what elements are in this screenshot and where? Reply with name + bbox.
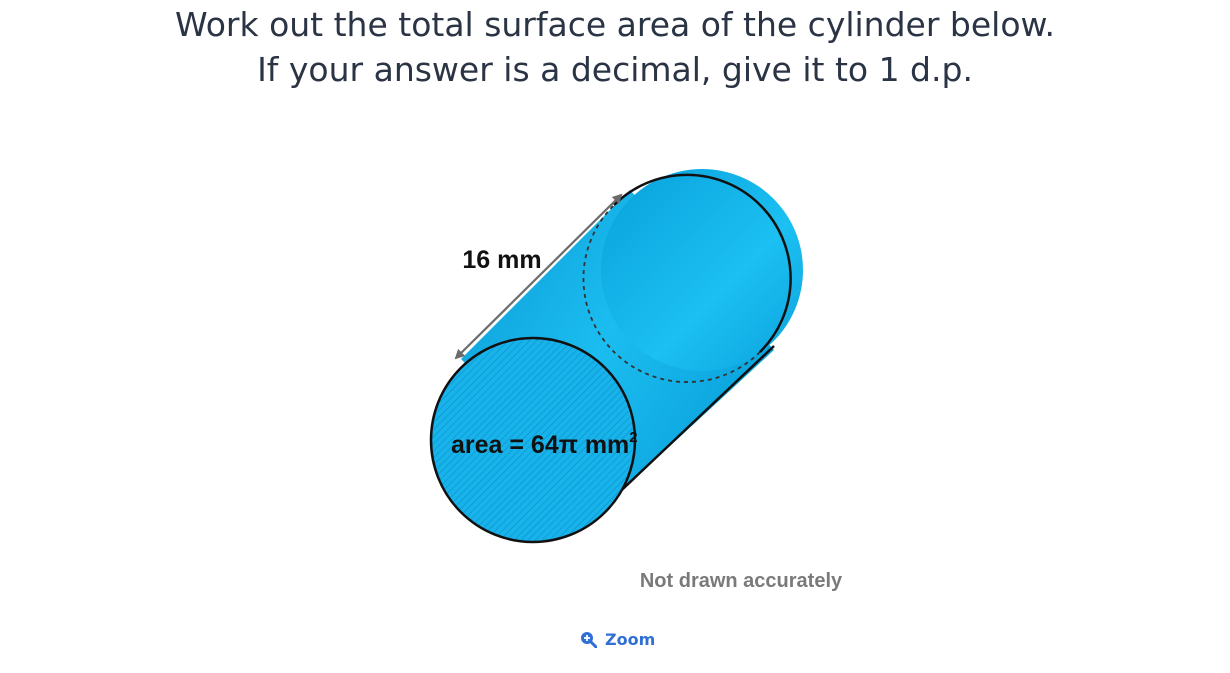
- question-text: Work out the total surface area of the c…: [0, 2, 1230, 92]
- cylinder-lower-edge: [607, 345, 775, 504]
- length-arrow: [454, 193, 623, 360]
- question-line-2: If your answer is a decimal, give it to …: [257, 50, 973, 89]
- cylinder-back-outline: [613, 173, 792, 353]
- zoom-button[interactable]: Zoom: [580, 630, 655, 649]
- question-line-1: Work out the total surface area of the c…: [175, 5, 1055, 44]
- zoom-in-icon: [581, 632, 597, 648]
- not-accurate-note: Not drawn accurately: [640, 570, 843, 592]
- cylinder-back-face: [601, 169, 803, 371]
- zoom-label: Zoom: [605, 630, 656, 649]
- area-label-main: area = 64π mm: [451, 431, 629, 459]
- area-label-superscript: 2: [629, 429, 637, 446]
- area-label: area = 64π mm2: [451, 429, 638, 459]
- length-label: 16 mm: [462, 246, 541, 274]
